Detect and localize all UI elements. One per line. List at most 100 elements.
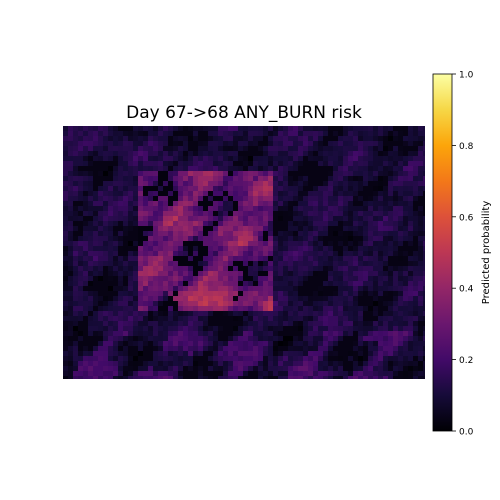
- heatmap-cell: [88, 366, 93, 371]
- heatmap-cell: [173, 376, 178, 379]
- heatmap-cell: [308, 376, 313, 379]
- heatmap-cell: [183, 271, 188, 276]
- heatmap-cell: [153, 156, 158, 161]
- heatmap-cell: [173, 131, 178, 136]
- heatmap-cell: [108, 306, 113, 311]
- heatmap-cell: [398, 151, 403, 156]
- heatmap-cell: [368, 141, 373, 146]
- heatmap-cell: [413, 146, 418, 151]
- heatmap-cell: [208, 166, 213, 171]
- heatmap-cell: [308, 296, 313, 301]
- heatmap-cell: [188, 251, 193, 256]
- heatmap-cell: [253, 236, 258, 241]
- heatmap-cell: [253, 141, 258, 146]
- heatmap-cell: [83, 281, 88, 286]
- heatmap-cell: [158, 176, 163, 181]
- heatmap-cell: [153, 231, 158, 236]
- heatmap-cell: [293, 326, 298, 331]
- heatmap-cell: [113, 326, 118, 331]
- heatmap-cell: [133, 371, 138, 376]
- heatmap-cell: [138, 291, 143, 296]
- heatmap-cell: [343, 306, 348, 311]
- heatmap-cell: [388, 191, 393, 196]
- heatmap-cell: [388, 201, 393, 206]
- heatmap-cell: [378, 321, 383, 326]
- heatmap-cell: [178, 196, 183, 201]
- heatmap-cell: [173, 256, 178, 261]
- heatmap-cell: [188, 271, 193, 276]
- heatmap-cell: [298, 226, 303, 231]
- heatmap-cell: [68, 126, 73, 131]
- heatmap-cell: [138, 156, 143, 161]
- heatmap-cell: [78, 171, 83, 176]
- heatmap-cell: [73, 196, 78, 201]
- heatmap-cell: [78, 216, 83, 221]
- heatmap-cell: [248, 151, 253, 156]
- heatmap-cell: [133, 251, 138, 256]
- heatmap-cell: [88, 356, 93, 361]
- heatmap-cell: [193, 226, 198, 231]
- heatmap-cell: [78, 316, 83, 321]
- heatmap-cell: [183, 216, 188, 221]
- heatmap-cell: [298, 296, 303, 301]
- heatmap-cell: [173, 186, 178, 191]
- heatmap-cell: [283, 251, 288, 256]
- heatmap-cell: [368, 326, 373, 331]
- heatmap-cell: [283, 216, 288, 221]
- heatmap-cell: [158, 291, 163, 296]
- heatmap-cell: [423, 226, 425, 231]
- heatmap-cell: [303, 226, 308, 231]
- heatmap-cell: [353, 201, 358, 206]
- chart-title: Day 67->68 ANY_BURN risk: [126, 103, 362, 123]
- heatmap-cell: [268, 366, 273, 371]
- heatmap-cell: [258, 331, 263, 336]
- heatmap-cell: [128, 216, 133, 221]
- heatmap-cell: [223, 176, 228, 181]
- heatmap-cell: [323, 201, 328, 206]
- heatmap-cell: [113, 236, 118, 241]
- heatmap-cell: [298, 136, 303, 141]
- heatmap-cell: [208, 146, 213, 151]
- heatmap-cell: [243, 341, 248, 346]
- heatmap-cell: [153, 136, 158, 141]
- heatmap-cell: [188, 156, 193, 161]
- heatmap-cell: [328, 291, 333, 296]
- heatmap-cell: [68, 291, 73, 296]
- heatmap-cell: [108, 136, 113, 141]
- heatmap-cell: [333, 251, 338, 256]
- heatmap-cell: [103, 276, 108, 281]
- heatmap-cell: [363, 196, 368, 201]
- heatmap-cell: [243, 271, 248, 276]
- heatmap-cell: [138, 331, 143, 336]
- heatmap-cell: [88, 261, 93, 266]
- heatmap-cell: [223, 281, 228, 286]
- heatmap-cell: [233, 261, 238, 266]
- heatmap-cell: [283, 151, 288, 156]
- heatmap-cell: [408, 261, 413, 266]
- heatmap-cell: [128, 251, 133, 256]
- heatmap-cell: [273, 221, 278, 226]
- heatmap-cell: [63, 376, 68, 379]
- heatmap-cell: [253, 216, 258, 221]
- heatmap-cell: [338, 141, 343, 146]
- heatmap-cell: [188, 161, 193, 166]
- heatmap-cell: [353, 156, 358, 161]
- heatmap-cell: [243, 301, 248, 306]
- heatmap-cell: [363, 331, 368, 336]
- heatmap-cell: [308, 361, 313, 366]
- heatmap-cell: [343, 256, 348, 261]
- heatmap-cell: [203, 336, 208, 341]
- heatmap-cell: [133, 291, 138, 296]
- heatmap-cell: [163, 156, 168, 161]
- heatmap-cell: [413, 336, 418, 341]
- heatmap-cell: [188, 286, 193, 291]
- heatmap-cell: [238, 271, 243, 276]
- heatmap-cell: [158, 231, 163, 236]
- heatmap-cell: [168, 336, 173, 341]
- heatmap-cell: [388, 186, 393, 191]
- heatmap-cell: [283, 286, 288, 291]
- heatmap-cell: [98, 346, 103, 351]
- heatmap-cell: [253, 261, 258, 266]
- heatmap-cell: [248, 141, 253, 146]
- heatmap-cell: [368, 206, 373, 211]
